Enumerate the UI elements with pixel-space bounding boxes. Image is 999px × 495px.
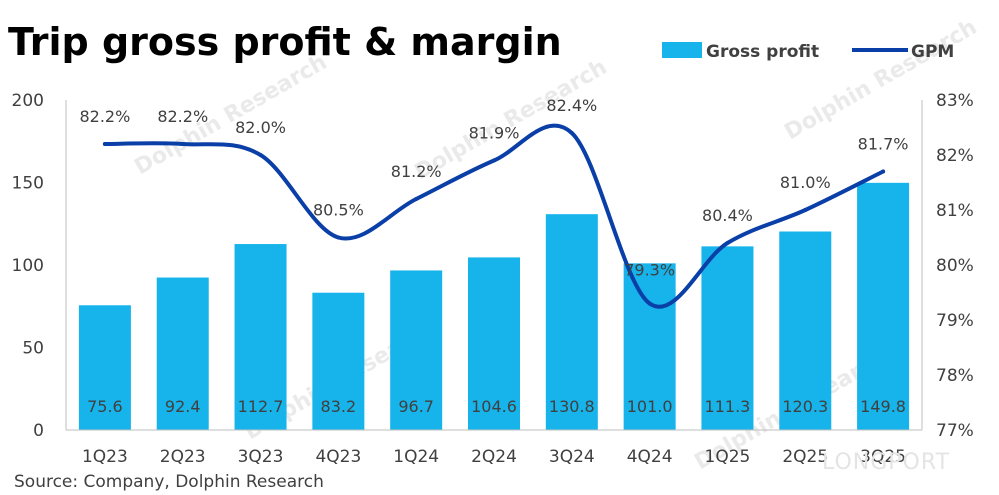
gpm-point bbox=[647, 301, 652, 306]
bar-value-label: 149.8 bbox=[860, 397, 906, 416]
watermark-text: Dolphin Research bbox=[781, 15, 982, 145]
line-data-labels: 82.2% 82.2% 82.0% 80.5% 81.2% 81.9% 82.4% 79.3%… bbox=[79, 96, 908, 280]
bar-value-label: 120.3 bbox=[782, 397, 828, 416]
y-right-tick-label: 83% bbox=[936, 91, 974, 111]
y-left-tick-label: 100 bbox=[12, 256, 44, 276]
y-right-tick-label: 77% bbox=[936, 421, 974, 441]
bar bbox=[234, 244, 287, 430]
y-right-tick-label: 82% bbox=[936, 146, 974, 166]
bar-data-labels: 75.6 92.4 112.7 83.2 96.7 104.6 130.8 101.0 111.… bbox=[87, 397, 906, 416]
bar bbox=[78, 305, 131, 430]
x-axis: 1Q23 2Q23 3Q23 4Q23 1Q24 2Q24 3Q24 4Q24 1Q25 2Q25… bbox=[66, 429, 922, 467]
bar bbox=[701, 246, 754, 430]
x-tick-label: 1Q25 bbox=[705, 447, 751, 467]
brand-watermark: LONGPORT bbox=[822, 450, 950, 475]
x-tick-label: 1Q23 bbox=[82, 447, 128, 467]
bar bbox=[468, 257, 520, 430]
gpm-value-label: 80.5% bbox=[313, 201, 364, 220]
x-tick-label: 2Q23 bbox=[160, 447, 206, 467]
gpm-line bbox=[102, 123, 886, 309]
bar-value-label: 92.4 bbox=[165, 397, 201, 416]
gpm-value-label: 82.2% bbox=[79, 107, 130, 126]
y-right-tick-label: 80% bbox=[936, 256, 974, 276]
x-tick-label: 2Q24 bbox=[471, 447, 517, 467]
legend-swatch-gross-profit bbox=[662, 42, 702, 58]
line-series-gpm bbox=[102, 123, 886, 309]
gpm-value-label: 81.9% bbox=[469, 124, 520, 143]
y-right-tick-label: 78% bbox=[936, 366, 974, 386]
bar-value-label: 75.6 bbox=[87, 397, 123, 416]
bar-value-label: 96.7 bbox=[398, 397, 434, 416]
gpm-value-label: 80.4% bbox=[702, 206, 753, 225]
gpm-point bbox=[881, 169, 886, 174]
bar-value-label: 101.0 bbox=[627, 397, 673, 416]
bar bbox=[312, 292, 365, 430]
y-axis-left: 0 50 100 150 200 bbox=[12, 91, 67, 441]
legend-label-gpm: GPM bbox=[911, 42, 954, 62]
bar-value-label: 130.8 bbox=[549, 397, 595, 416]
gpm-point bbox=[180, 142, 185, 146]
y-left-tick-label: 0 bbox=[33, 421, 44, 441]
y-left-tick-label: 50 bbox=[22, 339, 44, 359]
y-axis-right: 77% 78% 79% 80% 81% 82% 83% bbox=[921, 91, 974, 441]
gpm-point bbox=[803, 208, 808, 212]
legend-label-gross-profit: Gross profit bbox=[706, 42, 819, 62]
bar bbox=[779, 231, 832, 430]
gpm-value-label: 82.2% bbox=[157, 107, 208, 126]
x-tick-label: 4Q24 bbox=[627, 447, 673, 467]
x-tick-label: 3Q25 bbox=[860, 447, 906, 467]
gpm-point bbox=[569, 131, 574, 135]
gpm-value-label: 81.7% bbox=[858, 135, 909, 154]
bar-value-label: 111.3 bbox=[705, 397, 751, 416]
gpm-value-label: 82.0% bbox=[235, 118, 286, 137]
bar bbox=[156, 277, 209, 430]
x-tick-label: 4Q23 bbox=[315, 447, 361, 467]
gpm-value-label: 82.4% bbox=[546, 96, 597, 115]
source-note: Source: Company, Dolphin Research bbox=[14, 472, 324, 492]
x-tick-label: 1Q24 bbox=[393, 447, 439, 467]
x-tick-label: 3Q24 bbox=[549, 447, 595, 467]
y-right-tick-label: 81% bbox=[936, 201, 974, 221]
bar-series-gross-profit bbox=[78, 182, 910, 430]
bar-value-label: 112.7 bbox=[238, 397, 284, 416]
bar bbox=[545, 214, 598, 430]
gpm-point bbox=[725, 241, 730, 245]
gpm-value-label: 81.2% bbox=[391, 162, 442, 181]
gpm-point bbox=[492, 158, 496, 163]
x-tick-label: 3Q23 bbox=[238, 447, 284, 467]
gpm-value-label: 79.3% bbox=[624, 261, 675, 280]
bar-value-label: 104.6 bbox=[471, 397, 517, 416]
x-tick-label: 2Q25 bbox=[782, 447, 828, 467]
y-left-tick-label: 150 bbox=[12, 174, 44, 194]
bar-value-label: 83.2 bbox=[321, 397, 357, 416]
legend: Gross profit GPM bbox=[662, 42, 954, 62]
gpm-point bbox=[258, 153, 263, 157]
chart-title: Trip gross profit & margin bbox=[8, 20, 562, 64]
gpm-value-label: 81.0% bbox=[780, 173, 831, 192]
bar bbox=[623, 263, 676, 430]
gpm-point bbox=[102, 142, 107, 146]
bar bbox=[857, 182, 910, 430]
y-right-tick-label: 79% bbox=[936, 311, 974, 331]
gpm-point bbox=[336, 235, 341, 240]
bar bbox=[390, 270, 443, 430]
gpm-point bbox=[414, 197, 419, 201]
y-left-tick-label: 200 bbox=[12, 91, 44, 111]
